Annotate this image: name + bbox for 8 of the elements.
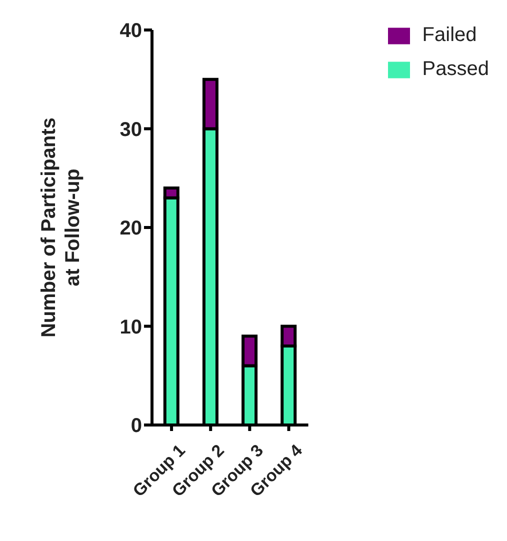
y-tick-label: 30: [120, 118, 142, 141]
y-axis-title: Number of Participants at Follow-up: [38, 117, 84, 338]
y-tick-label: 20: [120, 218, 142, 240]
y-tick-label: 10: [120, 316, 142, 338]
y-tick-label: 0: [130, 415, 142, 438]
legend-label: Passed: [422, 58, 489, 80]
legend-label: Failed: [422, 24, 477, 46]
y-tick-label: 40: [120, 20, 142, 42]
